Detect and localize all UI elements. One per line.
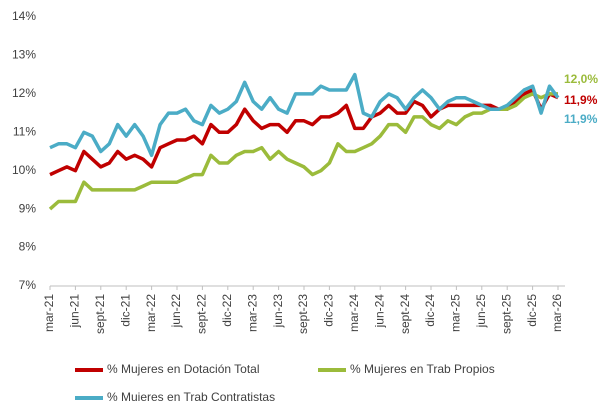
- x-tick-label: dic-25: [525, 294, 539, 327]
- end-label: 11,9%: [564, 93, 598, 107]
- y-tick-label: 8%: [19, 240, 37, 254]
- y-tick-label: 13%: [12, 48, 36, 62]
- x-tick-label: jun-25: [474, 294, 488, 329]
- x-tick-label: mar-23: [245, 294, 259, 332]
- x-tick-label: sept-24: [398, 294, 412, 334]
- x-tick-label: mar-21: [42, 294, 56, 332]
- legend-label: % Mujeres en Trab Propios: [350, 362, 495, 376]
- x-tick-label: sept-25: [499, 294, 513, 334]
- x-tick-label: dic-23: [322, 294, 336, 327]
- series-line: [49, 88, 559, 177]
- x-tick-label: jun-23: [271, 294, 285, 329]
- legend-label: % Mujeres en Dotación Total: [107, 362, 260, 376]
- x-tick-label: sept-23: [296, 294, 310, 334]
- series-line: [49, 72, 560, 158]
- y-tick-label: 11%: [13, 124, 36, 138]
- y-tick-label: 12%: [12, 86, 36, 100]
- x-tick-label: sept-22: [195, 294, 209, 334]
- y-tick-label: 10%: [12, 163, 36, 177]
- x-tick-label: jun-22: [169, 294, 183, 329]
- x-tick-label: dic-22: [220, 294, 234, 327]
- x-tick-label: jun-24: [372, 294, 386, 329]
- x-tick-label: dic-24: [423, 294, 437, 327]
- x-tick-label: mar-26: [550, 294, 564, 332]
- y-tick-label: 14%: [12, 9, 36, 23]
- series-line: [48, 92, 558, 211]
- legend-label: % Muieres en Trab Contratistas: [107, 390, 275, 404]
- x-tick-label: jun-21: [68, 294, 82, 329]
- x-tick-label: dic-21: [118, 294, 132, 327]
- y-tick-label: 9%: [19, 201, 37, 215]
- x-tick-label: mar-25: [449, 294, 463, 332]
- x-tick-label: mar-24: [347, 294, 361, 332]
- x-tick-label: sept-21: [93, 294, 107, 334]
- end-label: 11,9%: [564, 112, 598, 126]
- y-tick-label: 7%: [19, 278, 37, 292]
- x-tick-label: mar-22: [144, 294, 158, 332]
- end-label: 12,0%: [564, 72, 598, 86]
